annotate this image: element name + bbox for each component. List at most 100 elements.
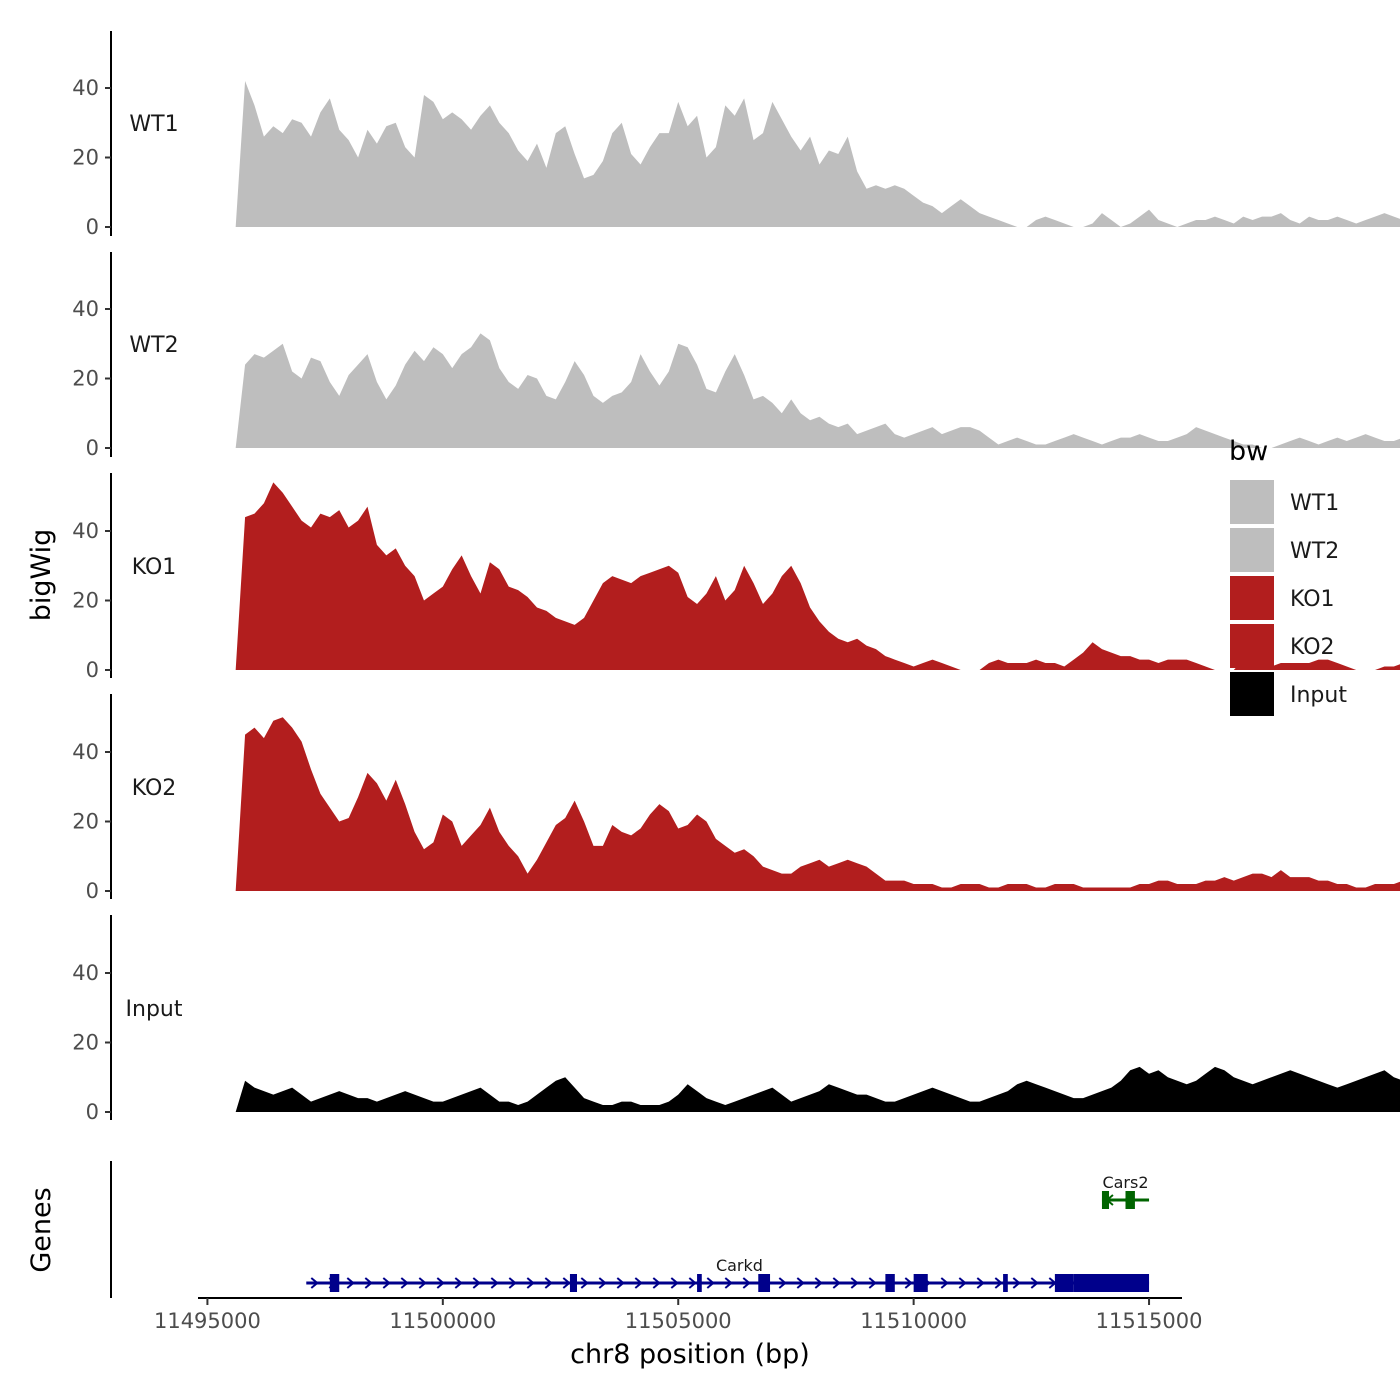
area-wt2	[235, 333, 1400, 448]
y-tick-label: 40	[72, 961, 99, 985]
track-label-wt1: WT1	[129, 112, 178, 137]
strand-arrow	[580, 1277, 589, 1289]
area-ko1	[235, 482, 1400, 670]
exon	[913, 1274, 928, 1292]
exon	[569, 1274, 578, 1292]
strand-arrow	[472, 1277, 481, 1289]
y-tick-label: 40	[72, 740, 99, 764]
legend-swatch	[1230, 528, 1274, 572]
strand-arrow	[706, 1277, 715, 1289]
x-tick-label: 11515000	[1096, 1309, 1203, 1333]
strand-arrow	[742, 1277, 751, 1289]
legend-label: KO2	[1290, 635, 1335, 660]
x-axis: 11495000 11500000 11505000 11510000 11515000	[154, 1297, 1203, 1333]
track-ko1: 0 20 40 KO1	[72, 473, 1400, 682]
strand-arrow	[994, 1277, 1003, 1289]
legend-item-ko1: KO1	[1230, 576, 1335, 620]
gene-label-cars2: Cars2	[1102, 1173, 1148, 1192]
track-label-input: Input	[126, 997, 183, 1022]
strand-arrow	[652, 1277, 661, 1289]
exon	[885, 1274, 895, 1292]
legend-swatch	[1230, 576, 1274, 620]
track-label-wt2: WT2	[129, 333, 178, 358]
y-tick-label: 0	[86, 215, 99, 239]
legend-label: WT2	[1290, 539, 1339, 564]
y-tick-label: 20	[72, 146, 99, 170]
strand-arrow	[634, 1277, 643, 1289]
exon	[1073, 1274, 1150, 1292]
legend-swatch	[1230, 672, 1274, 716]
exon	[1101, 1191, 1110, 1209]
track-wt1: 0 20 40 WT1	[72, 31, 1400, 239]
exon	[1003, 1274, 1008, 1292]
track-panels: 0 20 40 WT1 0 20 40 WT2 0 20 40 KO1 0 20 40 KO2 0 20 40 Inp…	[72, 31, 1400, 1124]
strand-arrow	[364, 1277, 373, 1289]
gene-label-carkd: Carkd	[716, 1256, 763, 1275]
track-ko2: 0 20 40 KO2	[72, 694, 1400, 903]
strand-arrow	[832, 1277, 841, 1289]
strand-arrow	[904, 1277, 913, 1289]
strand-arrow	[976, 1277, 985, 1289]
strand-arrow	[562, 1277, 571, 1289]
y-tick-label: 0	[86, 1100, 99, 1124]
y-tick-label: 20	[72, 810, 99, 834]
strand-arrow	[616, 1277, 625, 1289]
legend-label: WT1	[1290, 491, 1339, 516]
y-tick-label: 20	[72, 367, 99, 391]
track-label-ko2: KO2	[132, 776, 177, 801]
strand-arrow	[400, 1277, 409, 1289]
exon	[697, 1274, 702, 1292]
y-tick-label: 20	[72, 589, 99, 613]
x-tick-label: 11510000	[860, 1309, 967, 1333]
legend-title: bw	[1229, 436, 1268, 467]
legend: bw WT1 WT2 KO1 KO2 Input	[1229, 436, 1347, 716]
exon	[329, 1274, 340, 1292]
legend-item-ko2: KO2	[1230, 624, 1335, 668]
legend-swatch	[1230, 480, 1274, 524]
gene-carkd: Carkd	[306, 1256, 1150, 1292]
legend-swatch	[1230, 624, 1274, 668]
y-tick-label: 0	[86, 879, 99, 903]
strand-arrow	[526, 1277, 535, 1289]
strand-arrow	[1030, 1277, 1039, 1289]
strand-arrow	[778, 1277, 787, 1289]
area-input	[235, 1066, 1400, 1112]
y-tick-label: 20	[72, 1031, 99, 1055]
y-tick-label: 40	[72, 297, 99, 321]
genes-axis-title: Genes	[26, 1187, 57, 1272]
strand-arrow	[490, 1277, 499, 1289]
legend-item-wt2: WT2	[1230, 528, 1339, 572]
exon	[758, 1274, 771, 1292]
y-tick-label: 40	[72, 76, 99, 100]
x-tick-label: 11505000	[625, 1309, 732, 1333]
strand-arrow	[850, 1277, 859, 1289]
strand-arrow	[418, 1277, 427, 1289]
exon	[1054, 1274, 1074, 1292]
legend-label: Input	[1290, 683, 1347, 708]
genes-panel: Carkd Cars2	[110, 1161, 1150, 1298]
strand-arrow	[310, 1277, 319, 1289]
x-tick-label: 11500000	[389, 1309, 496, 1333]
y-tick-label: 0	[86, 658, 99, 682]
strand-arrow	[598, 1277, 607, 1289]
strand-arrow	[382, 1277, 391, 1289]
x-axis-title: chr8 position (bp)	[570, 1339, 810, 1370]
area-wt1	[235, 81, 1400, 227]
strand-arrow	[796, 1277, 805, 1289]
legend-item-input: Input	[1230, 672, 1347, 716]
strand-arrow	[940, 1277, 949, 1289]
strand-arrow	[346, 1277, 355, 1289]
y-tick-label: 0	[86, 436, 99, 460]
y-axis-title: bigWig	[26, 529, 57, 622]
exon	[1125, 1191, 1135, 1209]
strand-arrow	[814, 1277, 823, 1289]
strand-arrow	[724, 1277, 733, 1289]
strand-arrow	[454, 1277, 463, 1289]
x-tick-label: 11495000	[154, 1309, 261, 1333]
strand-arrow	[868, 1277, 877, 1289]
strand-arrow	[670, 1277, 679, 1289]
track-label-ko1: KO1	[132, 555, 177, 580]
legend-label: KO1	[1290, 587, 1335, 612]
strand-arrow	[436, 1277, 445, 1289]
